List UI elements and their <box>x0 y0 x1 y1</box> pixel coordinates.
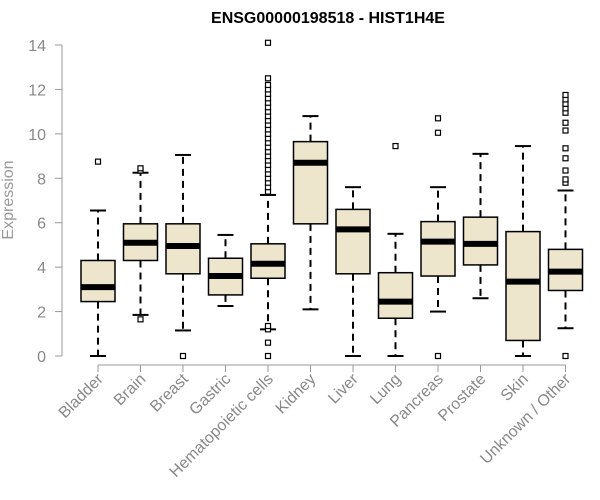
y-tick-label: 10 <box>28 127 46 144</box>
outlier-point <box>562 155 569 162</box>
outlier-point <box>434 115 442 122</box>
x-tick-label: Brain <box>111 371 149 409</box>
outlier-point <box>94 158 102 165</box>
y-tick-label: 6 <box>37 216 46 233</box>
y-tick-label: 8 <box>37 171 46 188</box>
outlier-point <box>562 119 569 126</box>
box-group <box>80 158 116 357</box>
x-tick-label: Skin <box>498 371 532 405</box>
box-group <box>462 152 499 300</box>
box-group <box>292 115 329 311</box>
y-axis-label: Expression <box>0 160 17 239</box>
outlier-point <box>264 75 272 82</box>
box-series <box>80 39 584 360</box>
box-group <box>420 115 456 360</box>
x-tick-label: Prostate <box>435 371 489 425</box>
x-tick-label: Liver <box>325 370 362 407</box>
outlier-point <box>264 352 272 360</box>
box-iqr <box>420 220 456 277</box>
x-tick-label: Breast <box>147 370 192 415</box>
box-group <box>547 91 584 360</box>
box-group <box>122 165 159 323</box>
outlier-point <box>179 352 187 360</box>
y-axis: 0 2 4 6 8 10 12 14 <box>28 38 63 366</box>
x-tick-label: Lung <box>367 371 404 408</box>
box-iqr <box>80 259 116 303</box>
box-iqr <box>505 230 541 342</box>
box-iqr <box>377 271 414 319</box>
chart-title: ENSG00000198518 - HIST1H4E <box>211 10 445 27</box>
y-tick-label: 0 <box>37 349 46 366</box>
y-tick-label: 2 <box>37 305 46 322</box>
x-tick-label: Kidney <box>273 371 320 418</box>
box-iqr <box>335 208 371 275</box>
outlier-point <box>137 165 144 172</box>
outlier-point <box>392 142 399 150</box>
outlier-point <box>562 167 569 174</box>
box-group <box>165 153 201 360</box>
box-group <box>377 142 414 357</box>
x-tick-label: Bladder <box>56 370 107 421</box>
box-group <box>250 39 286 360</box>
outlier-point <box>264 39 272 46</box>
y-tick-label: 14 <box>28 38 46 55</box>
outlier-point <box>434 352 442 360</box>
outlier-point <box>562 91 569 99</box>
outlier-point <box>562 127 569 134</box>
outlier-point <box>264 81 272 89</box>
y-tick-label: 4 <box>37 260 46 277</box>
outlier-point <box>264 339 272 346</box>
box-group <box>505 145 541 357</box>
outlier-point <box>562 352 569 360</box>
outlier-point <box>562 145 569 152</box>
y-tick-label: 12 <box>28 82 46 99</box>
box-group <box>335 186 371 357</box>
outlier-point <box>434 129 442 136</box>
outlier-point <box>137 316 144 323</box>
box-group <box>207 233 244 308</box>
outlier-point <box>264 322 272 330</box>
outlier-point <box>562 176 569 183</box>
box-iqr <box>292 140 329 225</box>
